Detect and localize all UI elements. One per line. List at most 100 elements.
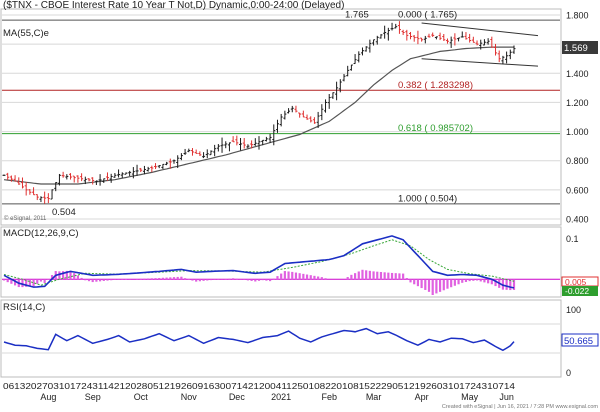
price-bar — [353, 54, 357, 65]
macd-value-tags: 0.005 -0.022 — [561, 276, 599, 296]
price-tick-label: 1.800 — [566, 11, 589, 21]
price-bar — [161, 163, 165, 170]
price-grid — [2, 14, 560, 220]
price-bar — [57, 173, 61, 186]
price-tick-label: 0.600 — [566, 185, 589, 195]
price-bar — [142, 165, 146, 175]
price-panel: 1.8001.6001.4001.2001.0000.8000.6000.400… — [0, 0, 598, 226]
x-month-label: May — [461, 392, 479, 402]
price-bar — [379, 34, 383, 39]
price-bar — [368, 39, 372, 53]
price-bar — [257, 136, 261, 150]
price-bar — [301, 110, 305, 118]
price-bar — [431, 32, 435, 37]
price-bar — [394, 23, 398, 29]
price-bar — [146, 166, 150, 172]
price-bar — [453, 33, 457, 46]
price-bar — [69, 173, 73, 180]
price-bar — [445, 38, 449, 44]
price-bar — [464, 32, 468, 40]
price-bar — [202, 152, 206, 159]
price-bar — [290, 105, 294, 113]
price-bar — [364, 46, 368, 52]
price-bar — [98, 174, 102, 186]
price-bar — [183, 148, 187, 155]
price-bar — [283, 110, 287, 120]
price-bars — [2, 21, 516, 204]
price-bar — [209, 150, 213, 156]
price-bar — [442, 33, 446, 41]
price-bar — [268, 133, 272, 143]
macd-signal-value: 0.005 — [565, 277, 587, 287]
price-bar — [46, 193, 50, 204]
price-tick-label: 1.200 — [566, 98, 589, 108]
price-bar — [375, 35, 379, 45]
price-bar — [54, 182, 58, 192]
trendline — [421, 58, 539, 67]
price-bar — [139, 167, 143, 173]
price-bar — [154, 163, 158, 170]
macd-value: -0.022 — [565, 286, 589, 296]
price-bar — [401, 29, 405, 36]
price-bar — [80, 173, 84, 182]
macd-panel: MACD(12,26,9,C) 0.1 0.005 -0.022 — [0, 226, 599, 298]
price-bar — [335, 81, 339, 101]
price-bar — [312, 117, 316, 124]
price-bar — [261, 139, 265, 146]
price-bar — [94, 180, 98, 186]
price-bar — [120, 172, 124, 179]
price-bar — [190, 148, 194, 156]
price-bar — [434, 36, 438, 40]
price-tick-label: 0.400 — [566, 215, 589, 225]
x-month-label: Dec — [229, 392, 246, 402]
last-price-tag-box — [562, 41, 598, 54]
x-month-label: Apr — [415, 392, 429, 402]
price-bar — [87, 178, 91, 182]
price-bar — [176, 155, 180, 169]
x-month-labels: Aug Sep Oct Nov Dec 2021 Feb Mar Apr May Jun — [40, 392, 514, 402]
price-bar — [409, 31, 413, 40]
last-price-tag: 1.569 — [562, 41, 598, 54]
price-bar — [390, 22, 394, 31]
price-bar — [13, 175, 17, 182]
x-month-label: Feb — [321, 392, 337, 402]
chart-title: ($TNX - CBOE Interest Rate 10 Year T Not… — [3, 0, 344, 11]
price-bar — [91, 177, 95, 185]
price-bar — [327, 94, 331, 109]
price-bar — [287, 108, 291, 114]
price-bar — [220, 137, 224, 153]
price-bar — [6, 172, 10, 180]
x-month-label: Mar — [366, 392, 382, 402]
price-bar — [83, 176, 87, 185]
price-bar — [61, 171, 65, 178]
price-tick-label: 1.000 — [566, 127, 589, 137]
macd-line — [3, 235, 515, 289]
price-bar — [43, 191, 47, 204]
macd-tick-0.1: 0.1 — [566, 234, 579, 244]
rsi-label: RSI(14,C) — [3, 302, 45, 313]
trendlines — [421, 22, 539, 67]
price-bar — [250, 140, 254, 149]
price-bar — [316, 111, 320, 128]
price-bar — [242, 138, 246, 149]
price-bar — [357, 51, 361, 63]
price-bar — [2, 174, 6, 176]
price-bar — [24, 181, 28, 196]
price-bar — [275, 119, 279, 133]
price-bar — [405, 29, 409, 41]
fib-level-label: 1.000 ( 0.504) — [398, 193, 457, 204]
x-month-label: Jun — [499, 392, 514, 402]
rsi-tag-box — [561, 333, 599, 347]
price-tick-label: 1.400 — [566, 69, 589, 79]
fibonacci-levels: 0.000 ( 1.765) 1.765 0.382 ( 1.283298) 0.61… — [2, 10, 560, 218]
price-bar — [117, 169, 121, 178]
price-bar — [386, 27, 390, 41]
price-bar — [475, 40, 479, 46]
price-bar — [172, 159, 176, 164]
price-bar — [227, 142, 231, 152]
price-bar — [113, 173, 117, 178]
price-tick-label: 0.800 — [566, 156, 589, 166]
price-bar — [168, 158, 172, 169]
watermark: © eSignal, 2011 — [4, 215, 47, 222]
